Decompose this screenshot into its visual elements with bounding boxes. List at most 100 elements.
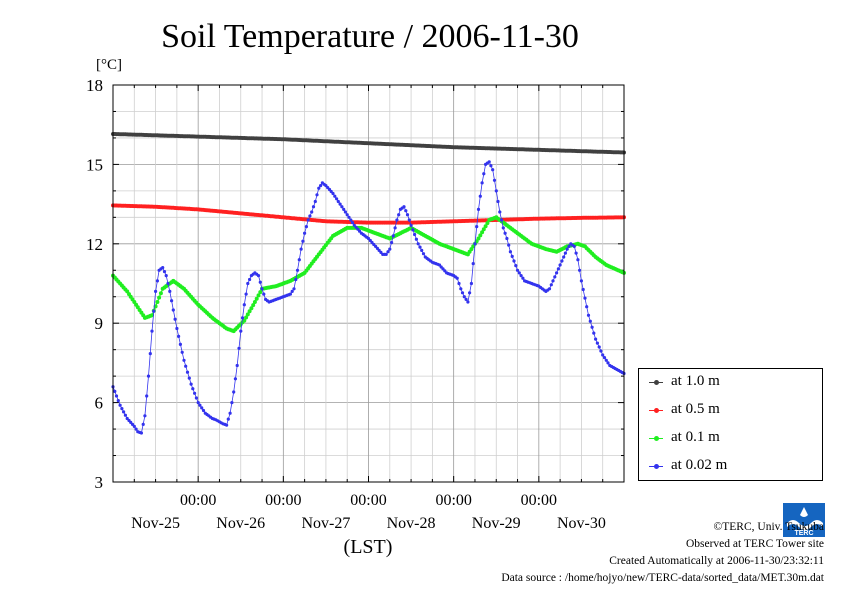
- y-tick-label: 3: [95, 473, 104, 492]
- data-point: [342, 207, 346, 211]
- data-point: [244, 315, 249, 320]
- data-point: [471, 262, 475, 266]
- data-point: [496, 199, 500, 204]
- data-point: [306, 218, 310, 222]
- data-point: [343, 210, 347, 214]
- data-point: [460, 291, 465, 295]
- data-point: [194, 396, 198, 400]
- data-point: [201, 408, 206, 413]
- y-axis: 3 6 9 12 15 18: [86, 76, 624, 492]
- data-point: [347, 215, 351, 219]
- data-point: [162, 270, 167, 274]
- data-point: [139, 431, 143, 435]
- data-point: [252, 300, 257, 304]
- data-point: [597, 345, 601, 349]
- data-point: [185, 370, 190, 374]
- data-point: [565, 247, 569, 251]
- x-day-label: Nov-29: [472, 515, 521, 532]
- data-point: [198, 403, 202, 407]
- data-point: [260, 287, 264, 291]
- data-point: [294, 277, 298, 282]
- data-point: [244, 292, 248, 296]
- data-point: [143, 414, 147, 418]
- series-3: [111, 160, 626, 435]
- data-point: [553, 275, 557, 279]
- data-point: [228, 411, 232, 415]
- data-point: [141, 422, 145, 426]
- data-point: [601, 353, 605, 357]
- data-point: [256, 293, 261, 298]
- data-point: [418, 245, 422, 249]
- data-point: [390, 240, 394, 245]
- data-point: [505, 236, 509, 241]
- data-point: [311, 205, 316, 209]
- series-2: [111, 215, 626, 334]
- data-point: [295, 268, 300, 272]
- data-point: [196, 401, 200, 405]
- data-point: [590, 325, 594, 329]
- data-point: [469, 281, 473, 286]
- data-point: [595, 341, 600, 345]
- credits: ©TERC, Univ. Tsukuba Observed at TERC To…: [501, 519, 824, 587]
- data-point: [248, 277, 252, 282]
- data-point: [551, 279, 555, 283]
- data-point: [455, 276, 459, 280]
- data-point: [395, 218, 399, 222]
- data-point: [338, 202, 342, 206]
- data-point: [189, 382, 193, 386]
- data-point: [416, 242, 420, 246]
- data-point: [547, 287, 552, 291]
- data-point: [235, 363, 239, 368]
- data-point: [492, 178, 497, 182]
- data-point: [297, 258, 301, 262]
- data-point: [319, 184, 323, 188]
- data-point: [420, 248, 424, 252]
- data-point: [563, 251, 568, 255]
- logo-text: TERC: [794, 530, 813, 537]
- x-time-label: 00:00: [180, 492, 216, 509]
- data-point: [491, 168, 495, 172]
- data-point: [404, 209, 408, 213]
- data-point: [599, 349, 603, 353]
- data-point: [150, 329, 154, 333]
- data-point: [123, 413, 127, 417]
- data-point: [391, 234, 395, 238]
- data-point: [120, 407, 124, 411]
- data-point: [187, 376, 191, 380]
- data-point: [576, 258, 580, 262]
- data-point: [303, 231, 307, 235]
- legend-label: at 1.0 m: [671, 373, 720, 389]
- data-point: [148, 352, 152, 356]
- data-point: [510, 254, 514, 258]
- data-point: [239, 329, 243, 333]
- data-point: [113, 389, 117, 393]
- data-point: [556, 267, 561, 271]
- data-point: [336, 199, 340, 204]
- data-point: [251, 303, 256, 308]
- data-point: [349, 218, 353, 222]
- data-point: [299, 247, 303, 251]
- credit-site: Observed at TERC Tower site: [685, 538, 824, 550]
- data-point: [572, 244, 576, 248]
- terc-logo-icon: TERC: [783, 503, 825, 537]
- data-point: [473, 242, 477, 246]
- data-point: [237, 346, 241, 350]
- data-point: [581, 287, 585, 292]
- data-point: [335, 197, 339, 201]
- unit-label: [°C]: [96, 57, 122, 73]
- data-point: [164, 274, 168, 278]
- data-point: [170, 299, 174, 303]
- series-layer: [111, 132, 626, 435]
- data-point: [145, 394, 149, 398]
- data-point: [173, 317, 177, 321]
- legend-marker: [654, 380, 659, 385]
- data-point: [258, 290, 263, 295]
- data-point: [132, 424, 136, 428]
- data-point: [317, 186, 321, 190]
- data-point: [462, 295, 466, 299]
- y-tick-label: 12: [86, 235, 103, 254]
- data-point: [386, 250, 390, 254]
- data-point: [158, 291, 163, 296]
